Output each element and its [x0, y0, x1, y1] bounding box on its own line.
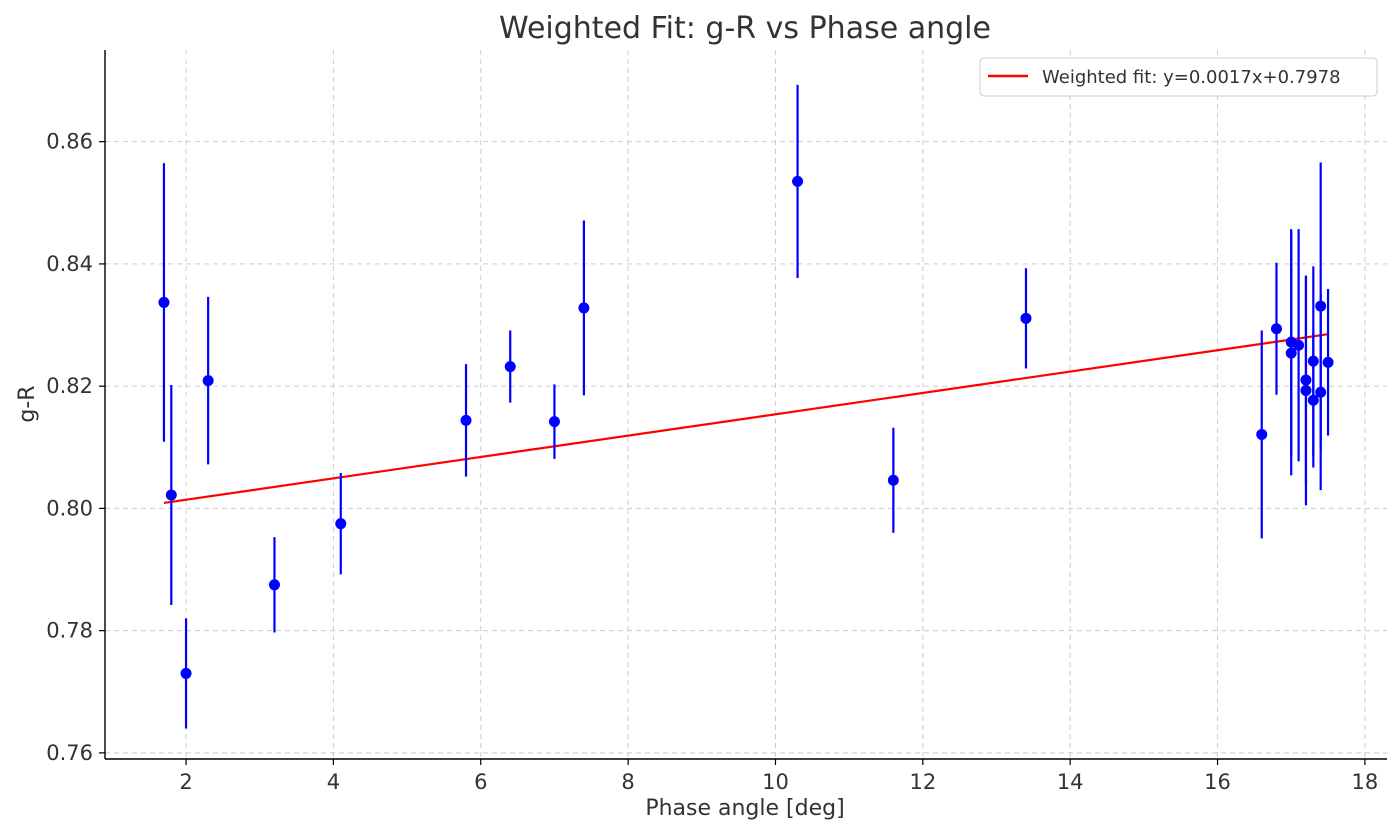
data-point — [1020, 312, 1032, 324]
data-point — [1270, 323, 1282, 335]
data-point — [1300, 384, 1312, 396]
legend: Weighted fit: y=0.0017x+0.7978 — [979, 57, 1378, 97]
error-bars — [162, 84, 1330, 729]
data-point — [578, 302, 590, 314]
grid — [105, 50, 1387, 759]
x-axis-label: Phase angle [deg] — [645, 796, 844, 821]
data-point — [165, 489, 177, 501]
y-tick-label: 0.76 — [46, 741, 93, 765]
data-point — [158, 296, 170, 308]
data-point — [1315, 386, 1327, 398]
x-tick-label: 8 — [621, 770, 634, 794]
x-ticks: 2 4 6 8 10 12 14 16 18 — [179, 759, 1378, 794]
data-point — [887, 474, 899, 486]
chart-title: Weighted Fit: g-R vs Phase angle — [499, 11, 991, 46]
data-point — [1322, 356, 1334, 368]
x-tick-label: 12 — [909, 770, 936, 794]
data-point — [460, 414, 472, 426]
data-point — [548, 416, 560, 428]
y-tick-label: 0.84 — [46, 252, 93, 276]
data-point — [202, 375, 214, 387]
data-point — [1307, 355, 1319, 367]
data-point — [268, 579, 280, 591]
data-point — [335, 518, 347, 530]
axes — [104, 50, 1387, 760]
x-tick-label: 18 — [1352, 770, 1379, 794]
y-tick-label: 0.78 — [46, 619, 93, 643]
y-ticks: 0.76 0.78 0.80 0.82 0.84 0.86 — [46, 130, 105, 765]
data-point — [1315, 300, 1327, 312]
x-tick-label: 14 — [1057, 770, 1084, 794]
y-axis-label: g-R — [15, 385, 40, 422]
data-points — [158, 175, 1334, 679]
data-point — [180, 667, 192, 679]
data-point — [792, 175, 804, 187]
data-point — [504, 361, 516, 373]
data-point — [1256, 428, 1268, 440]
y-tick-label: 0.86 — [46, 130, 93, 154]
data-point — [1285, 347, 1297, 359]
x-tick-label: 4 — [327, 770, 340, 794]
fit-line-group — [163, 333, 1329, 504]
x-tick-label: 6 — [474, 770, 487, 794]
legend-box — [979, 57, 1378, 97]
data-point — [1293, 339, 1305, 351]
data-point — [1300, 374, 1312, 386]
y-tick-label: 0.80 — [46, 496, 93, 520]
x-tick-label: 2 — [179, 770, 192, 794]
legend-label: Weighted fit: y=0.0017x+0.7978 — [1042, 67, 1341, 88]
x-tick-label: 16 — [1204, 770, 1231, 794]
data-point — [1307, 394, 1319, 406]
y-tick-label: 0.82 — [46, 374, 93, 398]
x-tick-label: 10 — [762, 770, 789, 794]
fit-line — [163, 333, 1329, 504]
